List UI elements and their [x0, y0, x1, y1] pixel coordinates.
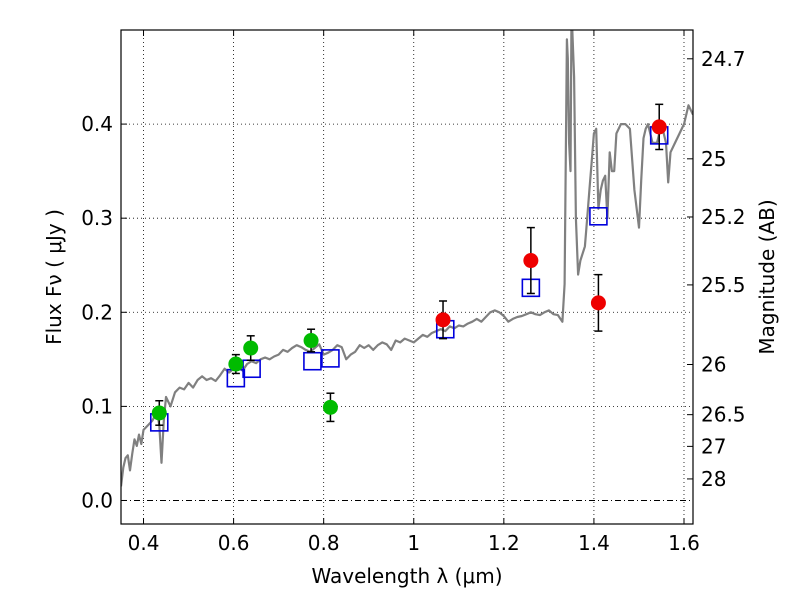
mag-tick-label: 25: [701, 147, 726, 171]
x-axis-label: Wavelength λ (μm): [311, 564, 502, 588]
y-axis-label: Flux Fν ( μJy ): [42, 209, 66, 345]
nir-data-point: [590, 295, 606, 311]
x-tick-label: 0.8: [308, 531, 340, 555]
plot-border: [120, 29, 694, 525]
y-tick-label: 0.2: [81, 300, 113, 324]
mag-tick-label: 27: [701, 434, 726, 458]
y-tick-label: 0.4: [81, 112, 113, 136]
x-tick-label: 1.2: [488, 531, 520, 555]
y2-axis-label: Magnitude (AB): [755, 199, 779, 354]
mag-tick-label: 25.5: [701, 273, 746, 297]
mag-tick-label: 28: [701, 467, 726, 491]
photometry-points-layer: [151, 119, 667, 421]
grid: [121, 30, 693, 524]
nir-data-point: [523, 253, 539, 269]
y-tick-label: 0.0: [81, 488, 113, 512]
optical-data-point: [243, 340, 259, 356]
mag-tick-label: 25.2: [701, 205, 746, 229]
x-tick-label: 0.6: [218, 531, 250, 555]
ticks: [121, 30, 693, 524]
x-tick-label: 0.4: [128, 531, 160, 555]
x-tick-label: 1.6: [668, 531, 700, 555]
mag-tick-label: 26: [701, 353, 726, 377]
x-tick-labels: 0.4 0.6 0.8 1 1.2 1.4 1.6: [128, 531, 700, 555]
mag-tick-label: 26.5: [701, 403, 746, 427]
x-tick-label: 1.4: [578, 531, 610, 555]
model-sed-layer: [121, 30, 693, 487]
magnitude-tick-labels: 24.7 25 25.2 25.5 26 26.5 27 28: [701, 47, 746, 491]
x-tick-label: 1: [407, 531, 420, 555]
model-box-marker: [303, 351, 322, 371]
nir-data-point: [435, 312, 451, 328]
optical-data-point: [228, 356, 244, 372]
nir-data-point: [651, 119, 667, 135]
plot-area: [121, 30, 693, 524]
optical-data-point: [303, 333, 319, 349]
y-tick-label: 0.1: [81, 394, 113, 418]
mag-tick-label: 24.7: [701, 47, 746, 71]
model-box-marker: [589, 207, 608, 226]
y-tick-labels: 0.0 0.1 0.2 0.3 0.4: [81, 112, 113, 512]
model-box-marker: [321, 349, 340, 368]
optical-data-point: [322, 399, 338, 415]
y-tick-label: 0.3: [81, 206, 113, 230]
model-sed-line: [121, 30, 693, 487]
optical-data-point: [151, 405, 167, 421]
